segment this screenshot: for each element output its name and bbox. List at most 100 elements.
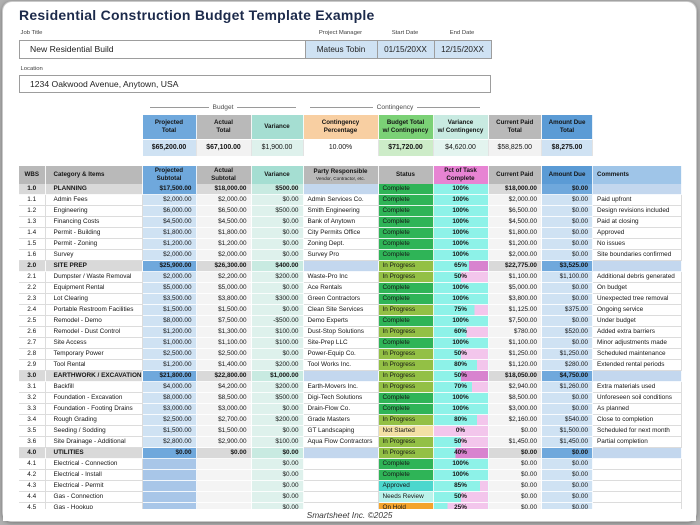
amount-due-3-2[interactable]: $0.00: [542, 392, 593, 404]
column-header-party[interactable]: Party Responsible Vendor, Contractor, etc…: [303, 166, 379, 184]
comments-2-3[interactable]: Unexpected tree removal: [593, 293, 682, 305]
wbs-3-3[interactable]: 3.3: [19, 403, 46, 415]
pct-complete-2-4[interactable]: 75%: [433, 304, 489, 316]
comments-4-5[interactable]: [593, 502, 682, 509]
wbs-2-2[interactable]: 2.2: [19, 282, 46, 294]
current-paid-3-3[interactable]: $3,000.00: [488, 403, 542, 415]
category-2-5[interactable]: Remodel - Demo: [45, 315, 143, 327]
actual-3-5[interactable]: $1,500.00: [196, 425, 252, 437]
wbs-4-4[interactable]: 4.4: [19, 491, 46, 503]
variance-2-6[interactable]: $100.00: [251, 326, 304, 338]
actual-2-7[interactable]: $1,100.00: [196, 337, 252, 349]
actual-3-3[interactable]: $3,000.00: [196, 403, 252, 415]
variance-1-3[interactable]: $0.00: [251, 216, 304, 228]
actual-1-4[interactable]: $1,800.00: [196, 227, 252, 239]
actual-2-4[interactable]: $1,500.00: [196, 304, 252, 316]
wbs-1-2[interactable]: 1.2: [19, 205, 46, 217]
projected-2-2[interactable]: $5,000.00: [142, 282, 197, 294]
pct-complete-4-3[interactable]: 85%: [433, 480, 489, 492]
variance-3-5[interactable]: $0.00: [251, 425, 304, 437]
status-2-1[interactable]: In Progress: [378, 271, 434, 283]
projected-2-3[interactable]: $3,500.00: [142, 293, 197, 305]
actual-3-2[interactable]: $8,500.00: [196, 392, 252, 404]
projected-3-3[interactable]: $3,000.00: [142, 403, 197, 415]
status-4-2[interactable]: Complete: [378, 469, 434, 481]
status-1-2[interactable]: Complete: [378, 205, 434, 217]
pct-complete-1-2[interactable]: 100%: [433, 205, 489, 217]
party-1-2[interactable]: Smith Engineering: [303, 205, 379, 217]
party-3-5[interactable]: GT Landscaping: [303, 425, 379, 437]
pct-complete-3-5[interactable]: 0%: [433, 425, 489, 437]
projected-4-1[interactable]: [142, 458, 197, 470]
current-paid-3-2[interactable]: $8,500.00: [488, 392, 542, 404]
status-2-8[interactable]: In Progress: [378, 348, 434, 360]
category-3-1[interactable]: Backfill: [45, 381, 143, 393]
party-1-6[interactable]: Survey Pro: [303, 249, 379, 261]
category-3-3[interactable]: Foundation - Footing Drains: [45, 403, 143, 415]
category-2-2[interactable]: Equipment Rental: [45, 282, 143, 294]
current-paid-1-0[interactable]: $18,000.00: [488, 183, 542, 195]
category-1-5[interactable]: Permit - Zoning: [45, 238, 143, 250]
comments-3-0[interactable]: [593, 370, 682, 382]
pct-complete-1-0[interactable]: 100%: [433, 183, 489, 195]
pct-complete-1-1[interactable]: 100%: [433, 194, 489, 206]
actual-4-4[interactable]: [196, 491, 252, 503]
actual-3-6[interactable]: $2,900.00: [196, 436, 252, 448]
status-1-6[interactable]: Complete: [378, 249, 434, 261]
actual-1-6[interactable]: $2,000.00: [196, 249, 252, 261]
party-4-4[interactable]: [303, 491, 379, 503]
category-4-4[interactable]: Gas - Connection: [45, 491, 143, 503]
actual-4-5[interactable]: [196, 502, 252, 509]
category-2-7[interactable]: Site Access: [45, 337, 143, 349]
pct-complete-3-0[interactable]: 50%: [433, 370, 489, 382]
actual-2-2[interactable]: $5,000.00: [196, 282, 252, 294]
amount-due-2-1[interactable]: $1,100.00: [542, 271, 593, 283]
comments-4-3[interactable]: [593, 480, 682, 492]
pct-complete-2-8[interactable]: 50%: [433, 348, 489, 360]
category-3-4[interactable]: Rough Grading: [45, 414, 143, 426]
wbs-2-0[interactable]: 2.0: [19, 260, 46, 272]
status-4-0[interactable]: In Progress: [378, 447, 434, 459]
current-paid-3-0[interactable]: $18,050.00: [488, 370, 542, 382]
actual-4-0[interactable]: $0.00: [196, 447, 252, 459]
status-3-1[interactable]: In Progress: [378, 381, 434, 393]
comments-2-5[interactable]: Under budget: [593, 315, 682, 327]
current-paid-2-4[interactable]: $1,125.00: [488, 304, 542, 316]
projected-1-0[interactable]: $17,500.00: [142, 183, 197, 195]
actual-2-1[interactable]: $2,200.00: [196, 271, 252, 283]
projected-3-2[interactable]: $8,000.00: [142, 392, 197, 404]
pct-complete-1-5[interactable]: 100%: [433, 238, 489, 250]
projected-1-4[interactable]: $1,800.00: [142, 227, 197, 239]
status-3-4[interactable]: In Progress: [378, 414, 434, 426]
projected-1-1[interactable]: $2,000.00: [142, 194, 197, 206]
current-paid-4-5[interactable]: $0.00: [488, 502, 542, 509]
actual-1-1[interactable]: $2,000.00: [196, 194, 252, 206]
category-4-0[interactable]: UTILITIES: [45, 447, 143, 459]
comments-2-4[interactable]: Ongoing service: [593, 304, 682, 316]
projected-2-1[interactable]: $2,000.00: [142, 271, 197, 283]
actual-2-5[interactable]: $7,500.00: [196, 315, 252, 327]
variance-2-1[interactable]: $200.00: [251, 271, 304, 283]
comments-3-1[interactable]: Extra materials used: [593, 381, 682, 393]
party-2-5[interactable]: Demo Experts: [303, 315, 379, 327]
pct-complete-2-6[interactable]: 60%: [433, 326, 489, 338]
amount-due-4-4[interactable]: $0.00: [542, 491, 593, 503]
status-4-3[interactable]: Approved: [378, 480, 434, 492]
amount-due-4-5[interactable]: $0.00: [542, 502, 593, 509]
wbs-1-5[interactable]: 1.5: [19, 238, 46, 250]
pct-complete-1-6[interactable]: 100%: [433, 249, 489, 261]
actual-2-8[interactable]: $2,500.00: [196, 348, 252, 360]
comments-2-8[interactable]: Scheduled maintenance: [593, 348, 682, 360]
comments-3-2[interactable]: Unforeseen soil conditions: [593, 392, 682, 404]
current-paid-2-0[interactable]: $22,775.00: [488, 260, 542, 272]
comments-4-4[interactable]: [593, 491, 682, 503]
current-paid-2-9[interactable]: $1,120.00: [488, 359, 542, 371]
category-1-3[interactable]: Financing Costs: [45, 216, 143, 228]
status-3-0[interactable]: In Progress: [378, 370, 434, 382]
amount-due-2-2[interactable]: $0.00: [542, 282, 593, 294]
summary-value-amount-due-total[interactable]: $8,275.00: [542, 138, 593, 156]
status-2-9[interactable]: In Progress: [378, 359, 434, 371]
status-4-5[interactable]: On Hold: [378, 502, 434, 509]
location-input[interactable]: 1234 Oakwood Avenue, Anytown, USA: [19, 74, 491, 93]
variance-3-1[interactable]: $200.00: [251, 381, 304, 393]
